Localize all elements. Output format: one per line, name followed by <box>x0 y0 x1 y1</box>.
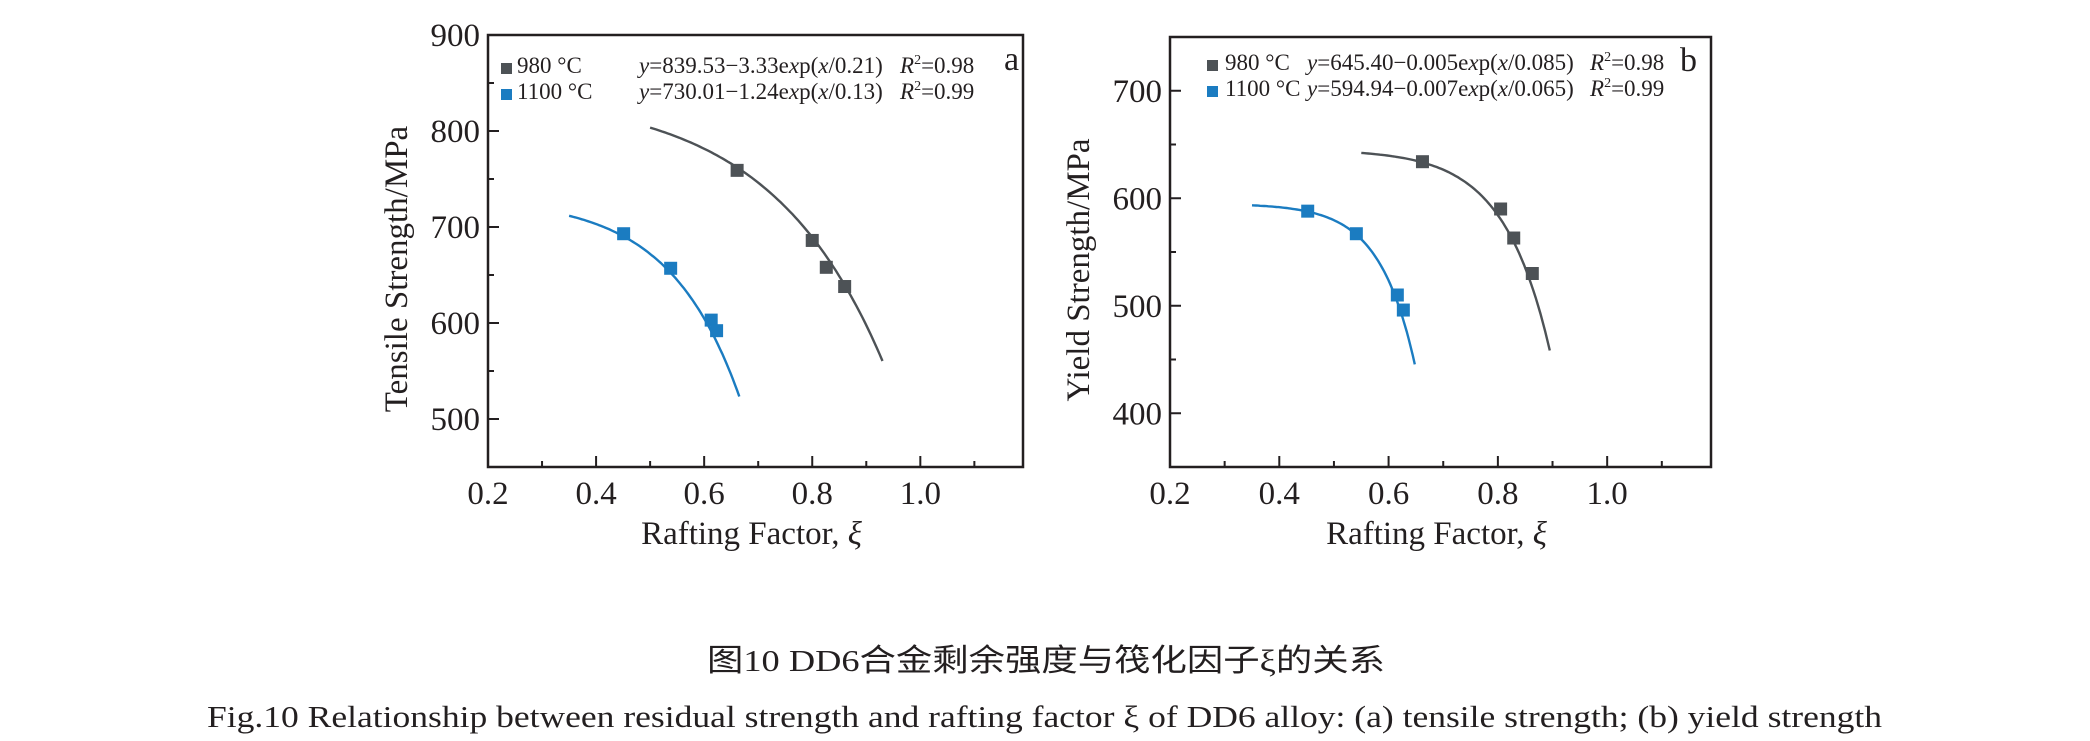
x-axis-label: Rafting Factor, ξ <box>641 516 863 552</box>
x-tick-label: 0.6 <box>1368 476 1409 512</box>
legend-marker <box>1207 60 1218 71</box>
legend-label: 1100 °C <box>1225 76 1300 101</box>
fit-r-squared: R2=0.99 <box>1589 76 1664 101</box>
data-point-1100c <box>664 261 678 275</box>
y-tick-label: 800 <box>431 114 481 150</box>
data-point-1100c <box>1390 288 1404 302</box>
x-tick-label: 1.0 <box>900 476 941 512</box>
data-point-1100c <box>1396 303 1410 317</box>
fit-equation: y=730.01−1.24exp(x/0.13) <box>637 79 883 104</box>
legend-marker <box>1207 86 1218 97</box>
y-tick-label: 700 <box>431 210 481 246</box>
panel-b-yield-chart: 0.2 0.4 0.6 0.8 1.0 400 500 600 700 Rafting Facto… <box>1061 35 1713 552</box>
legend-marker <box>501 63 512 74</box>
data-point-980c <box>819 260 833 274</box>
panel-a-tensile-chart: 0.2 0.4 0.6 0.8 1.0 500 600 700 800 900 Rafting Fa… <box>379 18 1025 552</box>
legend-marker <box>501 89 512 100</box>
fit-curve-980c <box>1361 151 1551 351</box>
data-point-1100c <box>704 313 718 327</box>
plot-frame <box>486 33 1025 469</box>
x-tick-label: 0.8 <box>1477 476 1518 512</box>
legend-label: 1100 °C <box>517 79 592 104</box>
data-point-1100c <box>617 227 631 241</box>
caption-chinese: 图10 DD6合金剩余强度与筏化因子ξ的关系 <box>707 643 1385 678</box>
data-point-980c <box>1415 155 1429 169</box>
x-tick-label: 0.8 <box>792 476 833 512</box>
x-tick-label: 0.4 <box>575 476 616 512</box>
fit-curve-980c <box>649 126 884 362</box>
data-point-980c <box>1525 267 1539 280</box>
fit-equation: y=594.94−0.007exp(x/0.065) <box>1305 76 1574 101</box>
y-tick-label: 500 <box>431 402 481 438</box>
panel-letter: b <box>1680 42 1697 79</box>
data-point-1100c <box>710 324 724 338</box>
legend-label: 980 °C <box>517 53 582 78</box>
y-tick-label: 600 <box>1113 181 1163 217</box>
fit-r-squared: R2=0.99 <box>899 79 974 104</box>
data-point-1100c <box>1349 227 1363 241</box>
x-tick-label: 0.4 <box>1259 476 1300 512</box>
y-tick-label: 900 <box>431 18 481 54</box>
x-tick-label: 0.2 <box>1149 476 1190 512</box>
panel-letter: a <box>1004 41 1019 78</box>
y-tick-label: 400 <box>1113 396 1163 432</box>
fit-equation: y=645.40−0.005exp(x/0.085) <box>1305 50 1574 75</box>
data-point-980c <box>1494 202 1508 216</box>
fit-equation: y=839.53−3.33exp(x/0.21) <box>637 53 883 78</box>
caption-english: Fig.10 Relationship between residual str… <box>207 699 1883 734</box>
fit-curve-1100c <box>568 214 741 397</box>
x-axis-label: Rafting Factor, ξ <box>1326 516 1548 552</box>
legend-label: 980 °C <box>1225 50 1290 75</box>
y-axis-label: Yield Strength/MPa <box>1061 138 1097 401</box>
fit-curve-1100c <box>1251 204 1416 365</box>
data-point-980c <box>730 163 744 177</box>
data-point-980c <box>805 233 819 247</box>
y-tick-label: 500 <box>1113 289 1163 325</box>
data-point-980c <box>838 280 852 294</box>
fit-r-squared: R2=0.98 <box>1589 50 1664 75</box>
fit-r-squared: R2=0.98 <box>899 53 974 78</box>
y-tick-label: 600 <box>431 306 481 342</box>
y-axis-label: Tensile Strength/MPa <box>379 125 415 412</box>
data-point-980c <box>1507 231 1521 245</box>
plot-frame <box>1168 35 1713 469</box>
y-tick-label: 700 <box>1113 74 1163 110</box>
x-tick-label: 0.6 <box>684 476 725 512</box>
x-tick-label: 1.0 <box>1587 476 1628 512</box>
x-tick-label: 0.2 <box>467 476 508 512</box>
data-point-1100c <box>1301 204 1315 218</box>
